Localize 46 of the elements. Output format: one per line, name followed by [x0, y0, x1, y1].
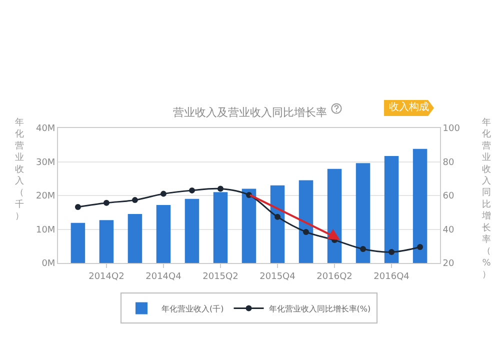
x-tick-label: 2015Q2	[202, 272, 238, 282]
bar	[384, 156, 399, 263]
bar	[412, 148, 428, 263]
x-tick-label: 2016Q2	[316, 272, 352, 282]
bar	[128, 214, 142, 263]
y-tick-label: 10M	[36, 225, 56, 236]
y-tick-label: 0M	[42, 259, 56, 270]
bar	[270, 185, 285, 263]
y2-tick-label: 20	[442, 259, 455, 270]
bar	[156, 204, 171, 263]
point	[160, 190, 166, 197]
point	[132, 197, 138, 204]
point	[103, 200, 110, 206]
y2-tick-label: 60	[442, 192, 455, 202]
legend-label: 年化营业收入同比增长率(%)	[268, 304, 371, 314]
point	[74, 204, 81, 210]
y2-tick-label: 100	[442, 124, 460, 134]
text: 收入构成	[384, 100, 434, 116]
y2-tick-label: 80	[442, 158, 455, 168]
point	[303, 228, 310, 235]
y-tick-label: 30M	[36, 158, 56, 168]
y-tick-label: 20M	[36, 192, 56, 202]
point	[274, 214, 281, 220]
text: 年化营业收入（千）	[15, 118, 24, 222]
x-tick-label: 2014Q4	[146, 272, 182, 282]
bar	[298, 180, 314, 263]
x-tick-label: 2014Q2	[88, 272, 124, 282]
point	[188, 187, 195, 194]
bar	[356, 163, 370, 263]
bar	[184, 198, 200, 263]
bar	[213, 192, 228, 263]
x-tick-label: 2015Q4	[260, 272, 296, 282]
text: 年化营业收入同比增长率（%）	[482, 118, 491, 280]
bar	[99, 220, 114, 263]
y2-tick-label: 40	[442, 225, 455, 236]
point	[388, 249, 395, 256]
chart-title: 营业收入及营业收入同比增长率	[173, 106, 327, 120]
bar	[242, 188, 256, 263]
point	[360, 246, 366, 252]
bar	[70, 222, 86, 263]
point	[217, 186, 224, 192]
y-tick-label: 40M	[36, 124, 56, 134]
bar	[327, 168, 342, 263]
x-tick-label: 2016Q4	[374, 272, 410, 282]
legend-label: 年化营业收入(千)	[162, 304, 224, 314]
point	[417, 244, 424, 250]
